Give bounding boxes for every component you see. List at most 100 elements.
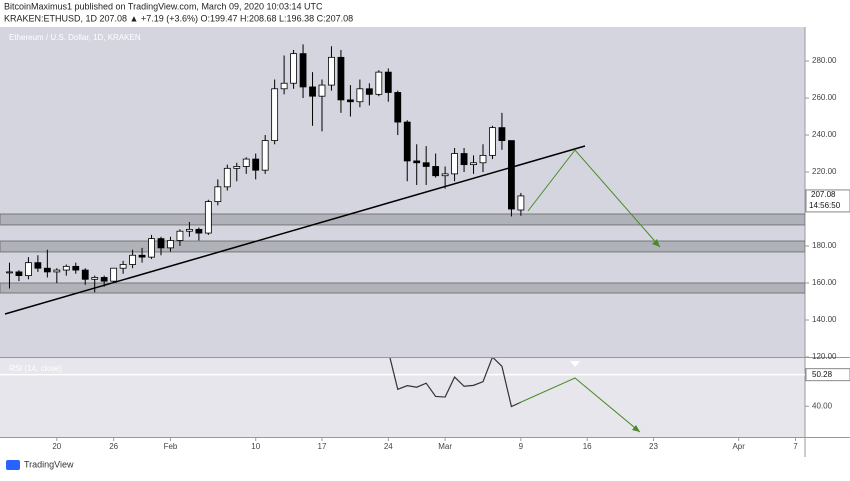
y-tick-label: 260.00 [812,93,837,102]
candle-body [403,121,411,162]
candle-body [43,267,51,273]
candle-body [347,99,354,103]
candle-body [422,162,430,167]
candle-body [15,271,23,277]
last-price-label: 207.08 [811,190,836,199]
candle-body [365,88,373,95]
candle-body [242,158,250,167]
candle-body [517,195,525,211]
candle-body [167,240,174,249]
candle-body [460,153,468,166]
candle-body [252,158,260,171]
marker [570,361,580,367]
x-tick-label: 10 [251,442,260,451]
candle-body [100,277,108,282]
x-tick-label: 17 [318,442,327,451]
y-tick-label: 40.00 [812,401,833,410]
candle-body [261,140,269,171]
x-tick-label: 26 [109,442,118,451]
candle-body [479,154,487,164]
countdown-label: 14:56:50 [809,201,841,210]
rsi-pane [0,358,805,437]
zone [0,282,805,294]
symbol-line: KRAKEN:ETHUSD, 1D 207.08 ▲ +7.19 (+3.6%)… [4,13,353,23]
zone [0,213,805,226]
candle-body [432,166,440,177]
rsi-projection-arrow [518,377,641,433]
candle-body [186,228,193,232]
x-tick-label: 24 [384,442,393,451]
candle-body [91,277,99,280]
arrow-head [632,425,640,432]
candle-body [214,186,222,203]
candle-body [6,271,13,274]
chart-title: Ethereum / U.S. Dollar, 1D, KRAKEN [9,33,141,42]
candle-body [195,228,203,234]
footer-brand: TradingView [24,459,74,469]
candle-body [337,56,345,101]
x-tick-label: 7 [793,442,798,451]
candle-body [110,267,118,282]
candle-body [470,162,477,166]
x-tick-label: Mar [438,442,452,451]
level-label: 50.28 [812,370,833,379]
candle-body [176,230,184,241]
candle-body [148,238,155,258]
candle-body [271,88,279,141]
x-tick-label: Feb [164,442,178,451]
projection-arrow [527,149,661,248]
candle-body [413,160,421,164]
candle-body [394,92,402,123]
candle-body [328,56,335,86]
candle-body [233,166,241,169]
candle-body [53,269,61,273]
candle-body [489,127,496,156]
price-plot [0,44,805,294]
brand-logo [6,460,20,470]
y-tick-label: 120.00 [812,352,837,361]
candle-body [129,254,136,265]
rsi-plot [0,358,805,408]
candle-body [62,265,70,271]
y-tick-label: 180.00 [812,241,837,250]
candle-body [451,153,458,175]
zone [0,240,805,253]
candle-body [498,127,506,141]
y-tick-label: 140.00 [812,315,837,324]
y-tick-label: 220.00 [812,167,837,176]
candle-body [384,71,392,93]
x-tick-label: 9 [519,442,524,451]
y-tick-label: 240.00 [812,130,837,139]
rsi-title: RSI (14, close) [9,364,62,373]
candle-body [375,71,383,95]
candle-body [25,262,32,277]
candle-body [299,53,307,88]
x-tick-label: 16 [583,442,592,451]
candle-body [280,82,288,90]
candle-body [138,254,146,258]
y-tick-label: 280.00 [812,56,837,65]
candle-body [204,201,212,234]
candle-body [223,167,231,188]
publish-line: BitcoinMaximus1 published on TradingView… [4,1,323,11]
candle-body [441,173,449,177]
rsi-line [389,358,522,408]
level-box [805,368,850,382]
candle-body [157,238,165,249]
candle-body [318,84,326,97]
candle-body [119,264,127,269]
last-price-box [805,189,850,213]
x-tick-label: 20 [52,442,61,451]
arrow-head [652,239,660,247]
candle-body [356,88,364,103]
price-pane [0,27,805,357]
candle-body [72,265,80,271]
candle-body [309,86,316,97]
candle-body [508,140,515,210]
candle-body [34,262,42,269]
trendline [4,145,586,315]
x-tick-label: 23 [649,442,658,451]
x-tick-label: Apr [732,442,745,451]
candle-body [81,269,89,280]
